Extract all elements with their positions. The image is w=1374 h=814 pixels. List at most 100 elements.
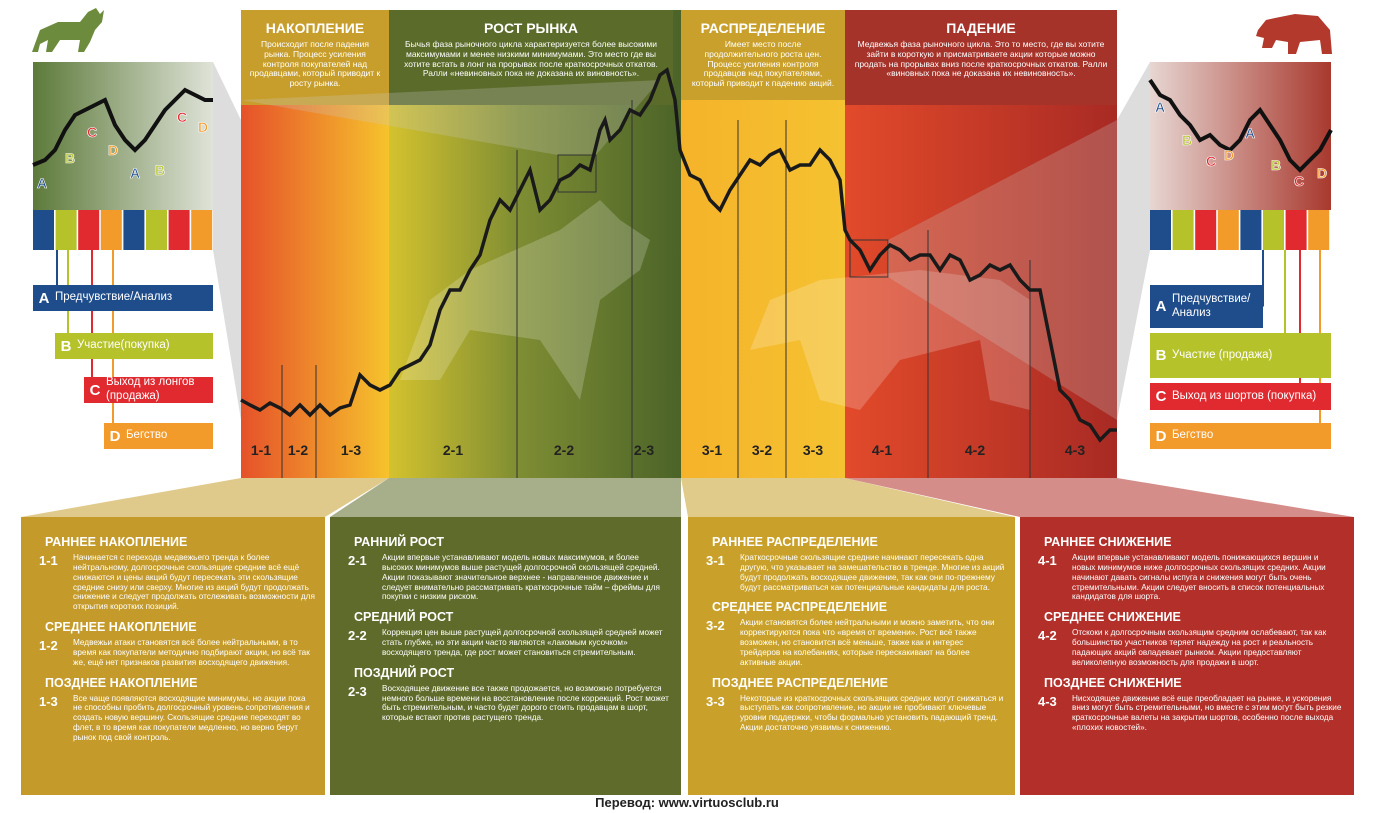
detail-heading: РАННИЙ РОСТ bbox=[354, 535, 445, 549]
detail-text: Акции становятся более нейтральными и мо… bbox=[740, 618, 995, 667]
phase-title: РАСПРЕДЕЛЕНИЕ bbox=[700, 20, 826, 36]
detail-code: 4-1 bbox=[1038, 553, 1057, 568]
phase-title: НАКОПЛЕНИЕ bbox=[265, 20, 365, 36]
detail-box bbox=[1020, 517, 1354, 795]
zoom-cone bbox=[213, 62, 241, 420]
detail-code: 4-3 bbox=[1038, 693, 1057, 709]
mini-phase-bar bbox=[100, 210, 122, 250]
detail-box bbox=[688, 517, 1015, 795]
detail-text: Краткосрочные скользящие средние начинаю… bbox=[740, 553, 1005, 592]
detail-code: 2-1 bbox=[348, 553, 367, 568]
stage-label: 2-1 bbox=[442, 442, 464, 458]
legend-letter: B bbox=[60, 337, 72, 355]
mini-phase-bar bbox=[191, 210, 213, 250]
legend-label: Предчувствие/ Анализ bbox=[1172, 292, 1251, 319]
phase-header bbox=[241, 10, 389, 105]
detail-column: РАННИЙ РОСТ 2-1 Акции впервые устанавливаю… bbox=[330, 517, 681, 795]
mini-letter: D bbox=[1317, 165, 1327, 181]
detail-heading: ПОЗДНИЙ РОСТ bbox=[354, 665, 455, 680]
zoom-box bbox=[557, 154, 597, 193]
footer: Перевод: www.virtuosclub.ru bbox=[595, 795, 779, 810]
detail-row: 1-2 Медвежьи атаки становятся всё более н… bbox=[39, 638, 315, 668]
legend-item: B Участие (продажа) bbox=[1150, 333, 1331, 378]
detail-text: Восходящее движение все также продожаетс… bbox=[382, 683, 669, 723]
detail-row: 3-3 Некоторые из краткосрочных скользящих… bbox=[706, 694, 1005, 733]
legend-letter: D bbox=[109, 427, 121, 445]
mini-phase-bar bbox=[1263, 210, 1284, 250]
detail-heading: ПОЗДНЕЕ РАСПРЕДЕЛЕНИЕ bbox=[712, 675, 888, 690]
stage-label: 1-3 bbox=[340, 442, 362, 458]
detail-heading: РАННЕЕ СНИЖЕНИЕ bbox=[1044, 535, 1172, 549]
legend-label: Предчувствие/Анализ bbox=[55, 291, 173, 304]
legend-label: Бегство bbox=[126, 429, 168, 442]
detail-text: Все чаще появляются восходящие минимумы,… bbox=[73, 693, 310, 742]
stage-label: 3-1 bbox=[701, 442, 723, 458]
detail-text: Акции впервые устанавливают модель новых… bbox=[382, 553, 660, 602]
detail-heading: СРЕДНЕЕ РАСПРЕДЕЛЕНИЕ bbox=[712, 600, 888, 615]
funnel bbox=[21, 478, 389, 517]
legend-letter: A bbox=[1155, 298, 1167, 315]
legend-letter: C bbox=[89, 381, 101, 399]
detail-heading: РАННЕЕ РАСПРЕДЕЛЕНИЕ bbox=[712, 535, 878, 549]
legend-item: A Предчувствие/Анализ bbox=[33, 285, 213, 311]
mini-phase-bar bbox=[1150, 210, 1171, 250]
mini-letter: C bbox=[1206, 153, 1216, 169]
mini-letter: C bbox=[87, 124, 97, 140]
mini-letter: A bbox=[1245, 125, 1255, 141]
detail-text: Начинается с перехода медвежьего тренда … bbox=[73, 553, 315, 612]
detail-row: 1-3 Все чаще появляются восходящие миниму… bbox=[39, 694, 315, 743]
detail-code: 2-2 bbox=[348, 628, 367, 644]
detail-row: 2-1 Акции впервые устанавливают модель но… bbox=[348, 553, 671, 602]
phase-description: Имеет место после продолжительного роста… bbox=[691, 39, 835, 89]
mini-letter: D bbox=[108, 142, 118, 158]
mini-letter: D bbox=[198, 119, 208, 135]
detail-column: РАННЕЕ СНИЖЕНИЕ 4-1 Акции впервые устанавл… bbox=[1020, 517, 1354, 795]
phase-description: Бычья фаза рыночного цикла характеризует… bbox=[404, 39, 658, 79]
bear-ghost bbox=[750, 270, 1030, 410]
phase-description: Медвежья фаза рыночного цикла. Это то ме… bbox=[854, 39, 1108, 79]
detail-heading: СРЕДНЕЕ НАКОПЛЕНИЕ bbox=[45, 620, 197, 635]
detail-row: 1-1 Начинается с перехода медвежьего трен… bbox=[39, 553, 315, 612]
detail-heading: РАННЕЕ НАКОПЛЕНИЕ bbox=[45, 535, 188, 549]
detail-row: 2-3 Восходящее движение все также продожа… bbox=[348, 684, 671, 723]
detail-code: 1-2 bbox=[39, 638, 58, 654]
mini-phase-bar bbox=[1240, 210, 1262, 250]
detail-row: 4-1 Акции впервые устанавливают модель по… bbox=[1038, 553, 1344, 602]
legend-label: Выход из шортов (покупка) bbox=[1172, 389, 1317, 402]
legend-item: A Предчувствие/ Анализ bbox=[1150, 285, 1263, 328]
legend-letter: A bbox=[38, 289, 50, 307]
mini-phase-bar bbox=[1217, 210, 1239, 250]
legend-label: Участие (продажа) bbox=[1172, 348, 1273, 361]
detail-code: 3-2 bbox=[706, 618, 725, 634]
legend-item: B Участие(покупка) bbox=[55, 333, 213, 359]
detail-code: 3-3 bbox=[706, 693, 725, 709]
detail-code: 2-3 bbox=[348, 683, 367, 699]
detail-text: Медвежьи атаки становятся всё более нейт… bbox=[73, 638, 310, 667]
legend-item: C Выход из шортов (покупка) bbox=[1150, 383, 1331, 410]
detail-row: 3-2 Акции становятся более нейтральными и… bbox=[706, 618, 1005, 667]
stage-label: 4-3 bbox=[1064, 442, 1086, 458]
mini-letter: C bbox=[177, 109, 187, 125]
legend-label: Участие(покупка) bbox=[77, 339, 170, 352]
stage-label: 1-1 bbox=[250, 442, 272, 458]
bear-icon bbox=[1256, 14, 1332, 54]
detail-box bbox=[21, 517, 325, 795]
detail-row: 4-3 Нисходящее движение всё еще преоблада… bbox=[1038, 694, 1344, 733]
mini-letter: A bbox=[1155, 99, 1165, 115]
detail-code: 1-3 bbox=[39, 693, 58, 709]
mini-price-line bbox=[32, 87, 213, 167]
detail-text: Некоторые из краткосрочных скользящих ср… bbox=[740, 693, 1004, 733]
stage-label: 1-2 bbox=[287, 442, 309, 458]
funnel bbox=[681, 478, 1015, 517]
detail-heading: ПОЗДНЕЕ СНИЖЕНИЕ bbox=[1044, 675, 1182, 690]
connector bbox=[84, 250, 93, 391]
stage-label: 3-2 bbox=[751, 442, 773, 458]
mini-phase-bar bbox=[146, 210, 167, 250]
phase-header bbox=[389, 10, 673, 105]
detail-column: РАННЕЕ РАСПРЕДЕЛЕНИЕ 3-1 Краткосрочные ско… bbox=[688, 517, 1015, 795]
bull-ghost bbox=[400, 200, 650, 400]
detail-row: 2-2 Коррекция цен выше растущей долгосроч… bbox=[348, 628, 671, 658]
detail-code: 3-1 bbox=[706, 553, 725, 568]
